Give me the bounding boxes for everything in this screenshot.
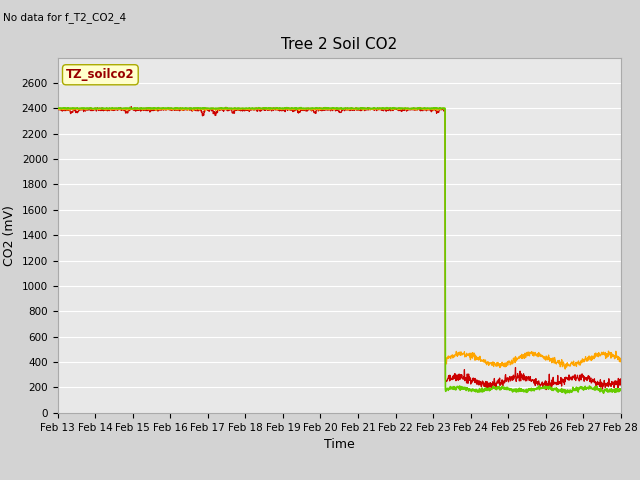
Y-axis label: CO2 (mV): CO2 (mV) <box>3 205 16 265</box>
Title: Tree 2 Soil CO2: Tree 2 Soil CO2 <box>281 37 397 52</box>
Text: No data for f_T2_CO2_4: No data for f_T2_CO2_4 <box>3 12 126 23</box>
Legend: Tree2 -2cm, Tree2 -4cm, Tree2 -8cm: Tree2 -2cm, Tree2 -4cm, Tree2 -8cm <box>170 479 508 480</box>
Text: TZ_soilco2: TZ_soilco2 <box>66 68 134 81</box>
X-axis label: Time: Time <box>324 438 355 451</box>
